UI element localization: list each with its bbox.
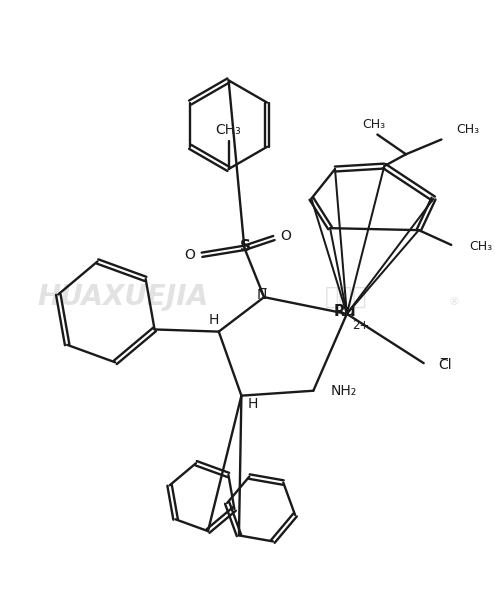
Text: 华学加: 华学加: [325, 285, 367, 309]
Text: CH₃: CH₃: [469, 241, 492, 253]
Text: 2+: 2+: [352, 319, 369, 332]
Text: ®: ®: [448, 297, 459, 307]
Text: N̅: N̅: [257, 288, 267, 302]
Text: Ru: Ru: [334, 304, 356, 319]
Text: H: H: [248, 397, 258, 411]
Text: C̅l: C̅l: [439, 358, 452, 372]
Text: NH₂: NH₂: [331, 384, 357, 398]
Text: HUAXUEJIA: HUAXUEJIA: [38, 283, 208, 311]
Text: H: H: [208, 313, 219, 327]
Text: O: O: [185, 248, 196, 262]
Text: CH₃: CH₃: [363, 118, 386, 131]
Text: CH₃: CH₃: [216, 122, 242, 136]
Text: CH₃: CH₃: [456, 123, 479, 136]
Text: S: S: [240, 239, 251, 255]
Text: O: O: [280, 229, 291, 243]
